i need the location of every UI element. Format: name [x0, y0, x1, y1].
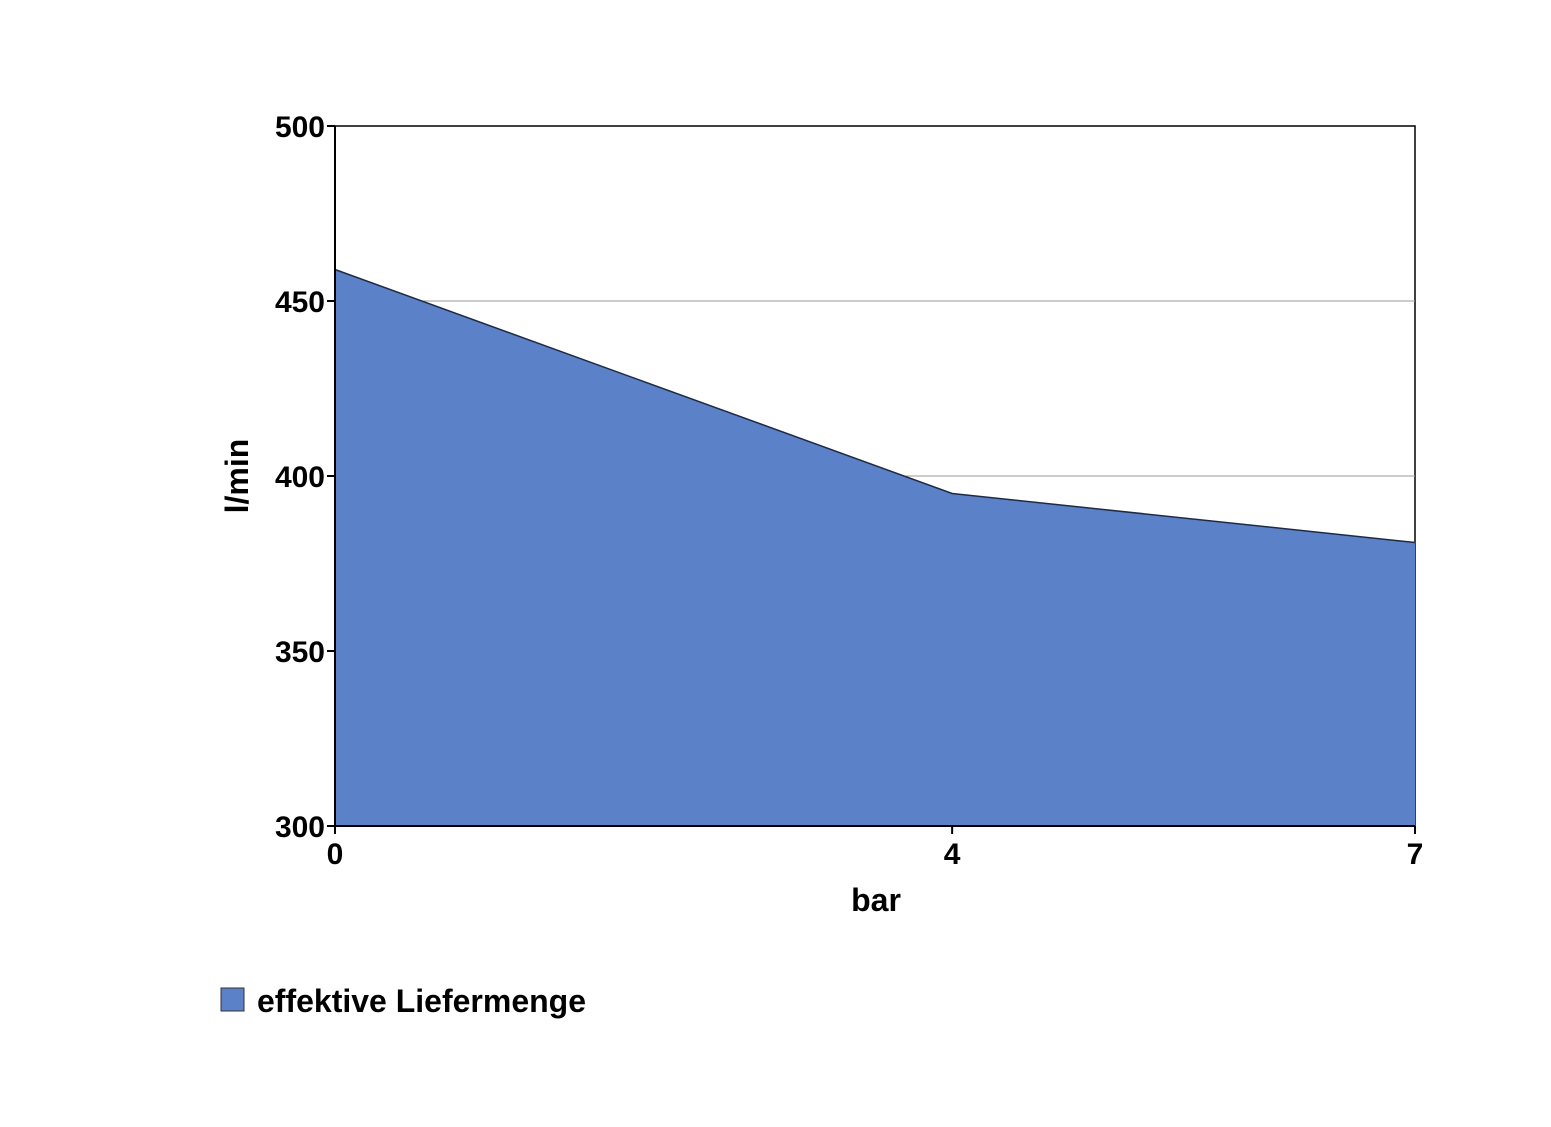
x-tick-labels: 0 4 7: [327, 838, 1424, 871]
legend-label: effektive Liefermenge: [257, 983, 586, 1019]
legend: effektive Liefermenge: [220, 983, 586, 1019]
x-tick-label-2: 7: [1407, 838, 1424, 871]
x-axis-title: bar: [851, 882, 901, 918]
series-area-0: [335, 269, 1415, 826]
y-tick-labels: 300 350 400 450 500: [275, 111, 325, 844]
y-tick-label-350: 350: [275, 636, 325, 669]
y-tick-label-500: 500: [275, 111, 325, 144]
y-axis-title: l/min: [219, 439, 255, 514]
data-point-0-1: [951, 493, 953, 494]
axes: [327, 125, 1416, 834]
x-tick-label-1: 4: [944, 838, 961, 871]
y-tick-label-400: 400: [275, 461, 325, 494]
legend-swatch: [220, 987, 245, 1012]
y-tick-label-450: 450: [275, 286, 325, 319]
x-tick-label-0: 0: [327, 838, 344, 871]
data-point-0-2: [1414, 542, 1416, 543]
y-tick-label-300: 300: [275, 811, 325, 844]
